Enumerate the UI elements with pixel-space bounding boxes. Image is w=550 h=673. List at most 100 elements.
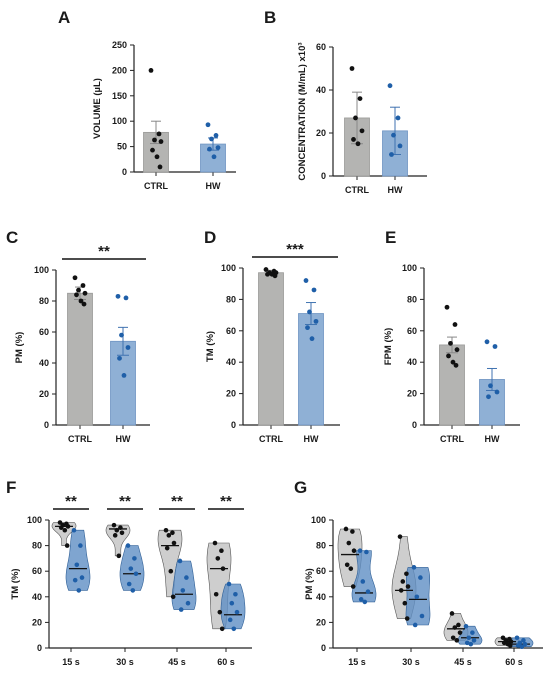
data-point [450,635,456,641]
data-point [263,267,269,272]
y-tick-label: 40 [32,592,42,602]
data-point [387,83,393,89]
y-tick-label: 0 [412,420,417,430]
panel-d: D 0 20 40 60 80 100 CTRL HW TM (%) *** [204,228,340,444]
data-point [213,591,219,597]
bar-group-ctrl [344,66,370,177]
data-point [115,293,121,299]
y-tick-label: 0 [44,420,49,430]
data-point [307,309,312,315]
data-point [118,525,123,530]
y-axis-label: CONCENTRATION (M/mL) x10³ [297,42,308,180]
data-point [400,579,406,584]
x-tick-label: CTRL [68,434,92,444]
data-point [349,66,355,71]
data-point [111,522,117,528]
violin-group-3: ** [157,493,197,612]
data-point [404,616,410,621]
y-tick-label: 0 [37,643,42,653]
panel-g: G 0 20 40 60 80 100 15 s 30 s 45 s 60 s PM (%) [294,478,543,667]
data-point [178,607,184,612]
data-point [272,273,278,279]
data-point [311,287,317,293]
y-axis-label: PM (%) [304,568,315,600]
violin-group-1: ** [51,493,91,593]
y-tick-label: 50 [117,142,127,152]
data-point [358,597,364,602]
data-point [364,549,369,555]
data-point [215,556,221,561]
y-tick-label: 60 [407,326,417,336]
data-point [452,625,458,630]
data-point [117,355,122,361]
y-tick-label: 100 [112,116,127,126]
violin-ctrl [51,522,77,546]
data-point [344,562,350,568]
data-point [350,529,355,534]
significance-label: *** [286,241,304,258]
data-point [213,133,219,138]
data-point [207,146,212,152]
data-point [343,526,349,532]
data-point [353,115,358,121]
data-point [305,325,310,331]
data-point [112,533,118,538]
data-point [351,137,356,142]
data-point [212,540,218,546]
data-point [309,336,315,342]
y-axis-label: PM (%) [14,332,25,364]
panel-letter-c: C [6,228,18,247]
data-point [78,298,84,304]
y-tick-label: 20 [316,617,326,627]
data-point [125,543,131,548]
y-tick-label: 60 [316,566,326,576]
panel-letter-b: B [264,8,276,27]
data-point [154,154,160,160]
y-tick-label: 0 [122,167,127,177]
data-point [397,534,403,539]
data-point [170,594,176,600]
data-point [411,565,417,570]
y-tick-label: 0 [321,171,326,181]
data-point [79,575,85,580]
x-tick-label: 15 s [62,657,80,667]
y-tick-label: 0 [321,643,326,653]
data-point [157,164,163,170]
data-point [418,575,423,580]
data-point [313,318,319,324]
data-point [519,644,525,650]
data-point [395,115,401,121]
violin-group-4 [494,635,534,650]
data-point [177,558,183,564]
y-tick-label: 250 [112,40,127,50]
data-point [391,132,396,138]
y-tick-label: 60 [32,566,42,576]
data-point [412,622,418,628]
data-point [303,278,309,283]
x-tick-label: 60 s [505,657,523,667]
panel-c: C 0 20 40 60 80 100 CTRL HW PM (%) ** [6,228,150,444]
violin-hw [351,550,377,603]
data-point [72,275,78,281]
panel-letter-e: E [385,228,396,247]
y-tick-label: 80 [226,294,236,304]
x-tick-label: CTRL [144,181,168,191]
data-point [168,568,174,574]
data-point [119,332,124,338]
data-point [132,556,137,561]
data-point [171,540,177,546]
data-point [74,292,79,298]
bar [67,292,93,426]
x-tick-label: HW [485,434,500,444]
bar [439,344,465,426]
y-tick-label: 80 [39,296,49,306]
x-tick-label: 60 s [217,657,235,667]
y-tick-label: 20 [407,389,417,399]
y-axis-label: TM (%) [10,568,21,599]
y-tick-label: 20 [316,128,326,138]
data-point [414,594,420,600]
panel-f: F 0 20 40 60 80 100 15 s 30 s 45 s 60 s TM (%) ** **… [6,478,252,667]
data-point [362,599,368,605]
violin-group-1 [337,526,377,605]
y-tick-label: 200 [112,65,127,75]
